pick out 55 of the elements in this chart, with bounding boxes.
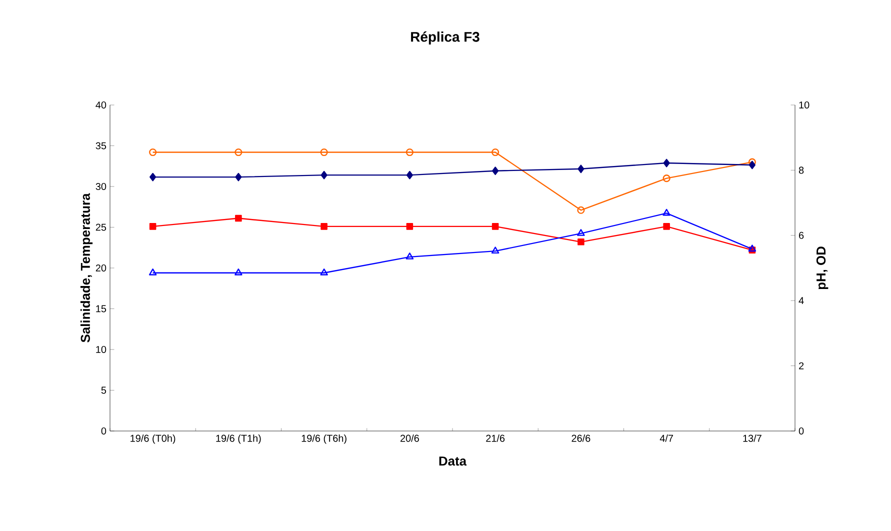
point	[492, 223, 499, 230]
point	[748, 160, 756, 170]
point	[406, 252, 414, 260]
y-tick-label: 35	[96, 142, 106, 150]
y-tick-label: 15	[96, 305, 106, 312]
y-tick-label: 25	[96, 224, 106, 231]
x-tick-label: 13/7	[743, 434, 762, 442]
point	[320, 223, 328, 230]
point	[320, 170, 328, 180]
point	[406, 148, 414, 156]
y2-tick-label: 10	[799, 101, 810, 109]
y-tick-label: 40	[96, 101, 106, 109]
y-tick-label: 5	[101, 386, 106, 394]
y-tick-label: 10	[96, 346, 106, 354]
point	[320, 268, 328, 276]
y-tick-label: 0	[101, 427, 106, 435]
point	[491, 246, 500, 254]
point	[577, 206, 585, 214]
y2-axis-title: pH, OD	[816, 246, 828, 290]
point	[577, 229, 585, 236]
y2-tick-label: 0	[798, 427, 804, 435]
point	[150, 172, 156, 182]
x-axis-title: Data	[439, 456, 467, 466]
point	[578, 164, 584, 174]
point	[662, 174, 670, 182]
y2-tick-label: 4	[798, 297, 804, 304]
point	[663, 158, 670, 168]
point	[235, 214, 242, 222]
x-tick-label: 26/6	[572, 434, 590, 442]
x-tick-label: 19/6 (T6h)	[302, 434, 346, 444]
y-tick-label: 20	[96, 264, 106, 272]
y-axis-title: Salinidade, Temperatura	[80, 193, 93, 342]
x-tick-label: 4/7	[660, 434, 673, 442]
x-tick-label: 20/6	[400, 434, 419, 442]
x-tick-label: 19/6 (T1h)	[216, 434, 261, 444]
chart-title: Réplica F3	[411, 31, 480, 45]
y2-tick-label: 2	[799, 362, 804, 370]
point	[662, 208, 670, 216]
y2-tick-label: 8	[798, 166, 804, 174]
point	[320, 148, 328, 156]
point	[406, 170, 413, 180]
x-tick-label: 19/6 (T0h)	[130, 434, 176, 444]
y-tick-label: 30	[96, 182, 106, 190]
point	[492, 148, 500, 156]
point	[148, 268, 157, 276]
point	[663, 223, 670, 230]
point	[492, 166, 499, 176]
point	[406, 223, 414, 230]
point	[235, 172, 242, 182]
point	[234, 268, 242, 276]
point	[234, 148, 242, 156]
x-tick-label: 21/6	[486, 434, 505, 442]
point	[578, 238, 584, 246]
point	[149, 223, 156, 230]
y2-tick-label: 6	[799, 232, 804, 239]
